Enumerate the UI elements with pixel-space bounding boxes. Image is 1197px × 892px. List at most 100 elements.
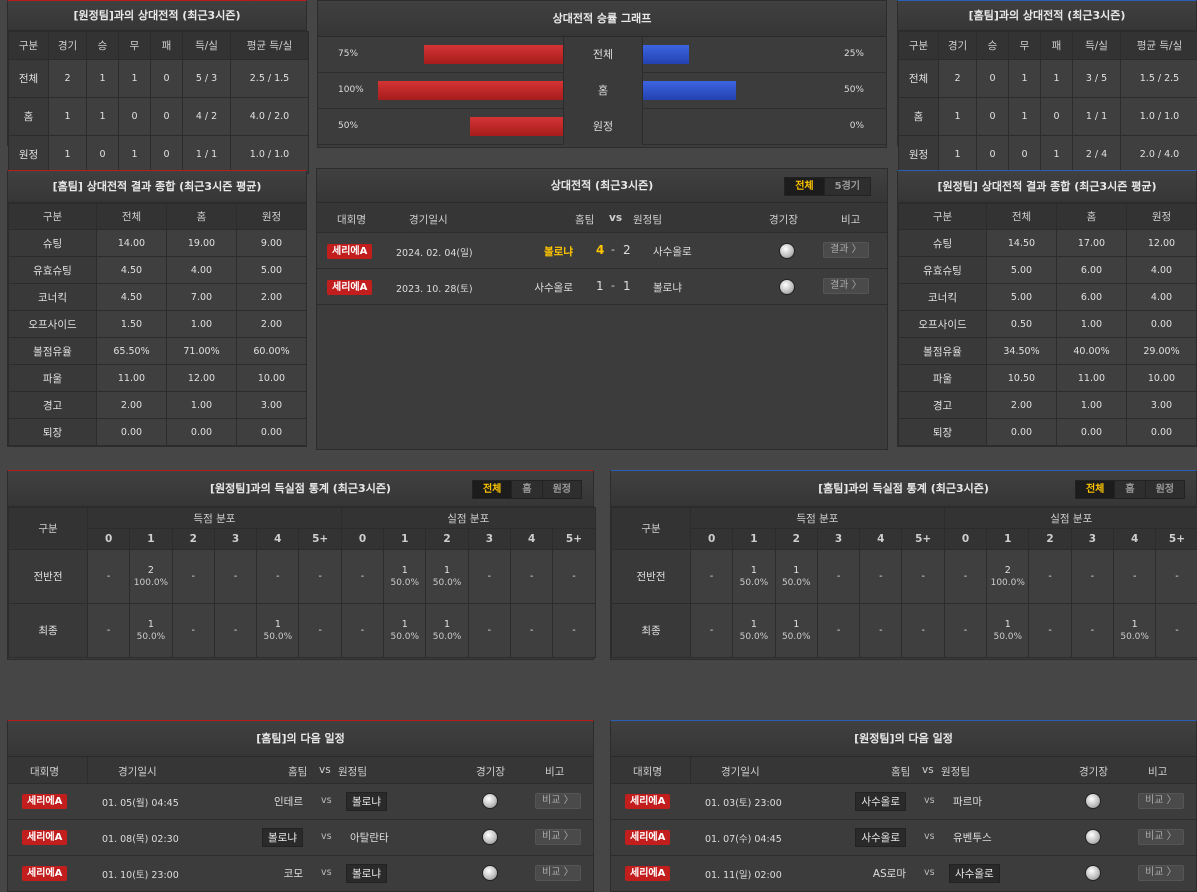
column-header: 승 (86, 31, 119, 60)
league-badge: 세리에A (327, 244, 373, 259)
row-label: 코너킥 (898, 283, 987, 311)
summary-home-panel: [홈팀] 상대전적 결과 종합 (최근3시즌 평균) 구분 전체 홈 원정 슈팅 14.0… (7, 170, 307, 447)
goal-count-header: 1 (129, 528, 173, 550)
goal-count-header: 3 (1070, 528, 1115, 550)
tab-all[interactable]: 전체 (785, 178, 824, 195)
table-cell: 0.00 (96, 418, 167, 446)
table-cell: 0 (150, 59, 183, 98)
tab-all[interactable]: 전체 (472, 481, 512, 498)
table-cell: 1 (48, 135, 87, 174)
cell-count: 1 (793, 564, 800, 576)
left-percent: 100% (338, 85, 364, 95)
schedule-row[interactable]: 세리에A 01. 07(수) 04:45 사수올로 vs 유벤투스 비교 〉 (611, 820, 1196, 856)
table-cell: 1 (938, 135, 977, 174)
cell-percent: 50.0% (739, 577, 769, 588)
home-team: 사수올로 (534, 282, 573, 294)
column-header-away: 원정팀 (633, 214, 662, 226)
match-date: 2023. 10. 28(토) (396, 284, 473, 295)
right-percent: 50% (843, 85, 864, 95)
table-cell: - (256, 549, 300, 604)
table-cell: 1.0 / 1.0 (1120, 97, 1197, 136)
table-cell: 1 (118, 59, 151, 98)
table-cell: 14.00 (96, 229, 167, 257)
row-label: 경고 (8, 391, 97, 419)
soccer-ball-icon (482, 793, 498, 809)
table-cell: 11.00 (96, 364, 167, 392)
table-cell: 2.00 (236, 310, 307, 338)
h2h-away-panel: [원정팀]과의 상대전적 (최근3시즌) 구분 경기 승 무 패 득/실 평균 득/실 전체 2… (7, 0, 309, 174)
match-row[interactable]: 세리에A 2023. 10. 28(토) 사수올로 1-1 볼로냐 결과 〉 (317, 269, 887, 305)
table-cell: 1.50 (96, 310, 167, 338)
goal-count-header: 3 (467, 528, 512, 550)
table-cell: 11.00 (1056, 364, 1127, 392)
row-label: 전체 (8, 59, 49, 98)
result-button[interactable]: 결과 〉 (823, 278, 869, 294)
table-cell: 2.5 / 1.5 (230, 59, 309, 98)
goal-count-header: 5+ (901, 528, 945, 550)
row-label: 퇴장 (898, 418, 987, 446)
compare-button[interactable]: 비교 〉 (1138, 829, 1184, 845)
result-button[interactable]: 결과 〉 (823, 242, 869, 258)
table-cell: 0.00 (166, 418, 237, 446)
row-label: 슈팅 (898, 229, 987, 257)
compare-button[interactable]: 비교 〉 (535, 793, 581, 809)
column-header: 득/실 (1072, 31, 1121, 60)
column-header-note: 비고 (1148, 766, 1168, 778)
match-date: 01. 11(일) 02:00 (705, 870, 782, 881)
row-label: 홈 (898, 97, 939, 136)
table-cell: 65.50% (96, 337, 167, 365)
cell-count: 1 (274, 618, 281, 630)
table-cell: - (552, 549, 596, 604)
table-cell: - (1028, 549, 1072, 604)
home-team: 볼로냐 (544, 246, 573, 258)
column-header: 경기 (938, 31, 977, 60)
tab-all[interactable]: 전체 (1075, 481, 1115, 498)
cell-percent: 50.0% (432, 631, 462, 642)
cell-count: - (191, 624, 195, 636)
tab-away[interactable]: 원정 (541, 481, 581, 498)
cell-percent: 50.0% (432, 577, 462, 588)
cell-count: 1 (401, 564, 408, 576)
vs-label: vs (321, 795, 332, 806)
tab-away[interactable]: 원정 (1144, 481, 1184, 498)
table-cell: 0 (150, 135, 183, 174)
scored-header: 득점 분포 (690, 507, 945, 529)
goal-count-header: 0 (943, 528, 988, 550)
schedule-row[interactable]: 세리에A 01. 08(목) 02:30 볼로냐 vs 아탈란타 비교 〉 (8, 820, 593, 856)
match-row[interactable]: 세리에A 2024. 02. 04(일) 볼로냐 4-2 사수올로 결과 〉 (317, 233, 887, 269)
cell-count: 2 (1004, 564, 1011, 576)
table-cell: 7.00 (166, 283, 237, 311)
tab-home[interactable]: 홈 (511, 481, 541, 498)
table-cell: 4.00 (1126, 256, 1197, 284)
h2h-away-title: [원정팀]과의 상대전적 (최근3시즌) (8, 1, 306, 31)
cell-count: - (106, 624, 111, 636)
schedule-row[interactable]: 세리에A 01. 05(월) 04:45 인테르 vs 볼로냐 비교 〉 (8, 784, 593, 820)
cell-count: - (879, 570, 883, 582)
schedule-row[interactable]: 세리에A 01. 03(토) 23:00 사수올로 vs 파르마 비교 〉 (611, 784, 1196, 820)
cell-count: - (963, 570, 968, 582)
column-header-away: 원정팀 (338, 766, 367, 778)
table-cell: 1 50.0% (425, 549, 469, 604)
table-cell: - (1028, 603, 1072, 658)
compare-button[interactable]: 비교 〉 (535, 829, 581, 845)
column-header: 구분 (898, 203, 987, 230)
table-cell: 1 50.0% (383, 603, 427, 658)
schedule-row[interactable]: 세리에A 01. 10(토) 23:00 코모 vs 볼로냐 비교 〉 (8, 856, 593, 892)
schedule-row[interactable]: 세리에A 01. 11(일) 02:00 AS로마 vs 사수올로 비교 〉 (611, 856, 1196, 892)
compare-button[interactable]: 비교 〉 (1138, 793, 1184, 809)
graph-row: 75% 25% 전체 (318, 37, 886, 73)
table-cell: - (1070, 603, 1115, 658)
divider (690, 757, 691, 784)
table-cell: - (689, 603, 734, 658)
compare-button[interactable]: 비교 〉 (1138, 865, 1184, 881)
compare-button[interactable]: 비교 〉 (535, 865, 581, 881)
conceded-header: 실점 분포 (943, 507, 1197, 529)
cell-percent: 50.0% (390, 631, 420, 642)
table-cell: 5.00 (236, 256, 307, 284)
goal-count-header: 4 (1113, 528, 1157, 550)
tab-5-games[interactable]: 5경기 (823, 178, 870, 195)
cell-count: - (1090, 624, 1095, 636)
tab-home[interactable]: 홈 (1114, 481, 1144, 498)
column-header: 경기 (48, 31, 87, 60)
match-date: 01. 07(수) 04:45 (705, 834, 782, 845)
